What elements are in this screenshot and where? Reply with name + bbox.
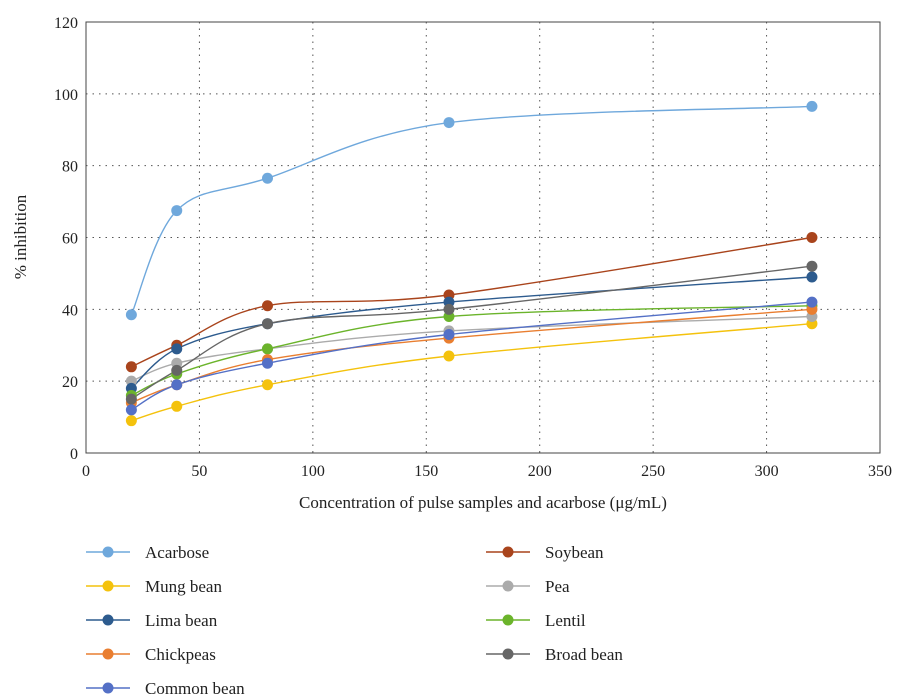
y-tick-label: 40 [62, 302, 78, 319]
legend-item-acarbose: Acarbose [86, 543, 209, 562]
data-point-common-bean [171, 379, 183, 391]
x-tick-label: 350 [868, 463, 892, 480]
data-point-common-bean [261, 357, 273, 369]
legend-item-pea: Pea [486, 577, 570, 596]
data-point-broad-bean [171, 364, 183, 376]
legend-label: Acarbose [145, 543, 209, 562]
legend-item-chickpeas: Chickpeas [86, 645, 216, 664]
data-point-acarbose [125, 309, 137, 321]
axis-ticks: 0 50 100 150 200 250 300 350 0 20 40 60 80 100 120 [54, 15, 892, 480]
legend: Acarbose Soybean Mung bean Pea Lima bean Lent… [86, 543, 623, 698]
data-point-mung-bean [125, 415, 137, 427]
x-axis-title: Concentration of pulse samples and acarb… [299, 493, 667, 512]
legend-label: Pea [545, 577, 570, 596]
series-lines [130, 105, 813, 422]
legend-label: Lima bean [145, 611, 218, 630]
data-point-soybean [125, 361, 137, 373]
series-line-acarbose [130, 105, 812, 315]
legend-swatch-marker [502, 580, 514, 592]
y-axis-title: % inhibition [11, 194, 30, 279]
legend-swatch-marker [102, 546, 114, 558]
series-line-pea [131, 315, 812, 382]
data-point-lima-bean [806, 271, 818, 283]
y-tick-label: 120 [54, 15, 78, 32]
legend-swatch-marker [102, 580, 114, 592]
x-tick-label: 0 [82, 463, 90, 480]
data-point-mung-bean [443, 350, 455, 362]
data-point-common-bean [125, 404, 137, 416]
data-point-mung-bean [171, 400, 183, 412]
legend-item-mung-bean: Mung bean [86, 577, 222, 596]
data-point-acarbose [443, 117, 455, 129]
legend-label: Soybean [545, 543, 604, 562]
data-point-lentil [261, 343, 273, 355]
data-point-acarbose [171, 205, 183, 217]
series-line-lentil [131, 305, 812, 397]
legend-item-soybean: Soybean [486, 543, 604, 562]
y-tick-label: 60 [62, 231, 78, 248]
y-tick-label: 20 [62, 374, 78, 391]
data-point-acarbose [261, 172, 273, 184]
x-tick-label: 200 [528, 463, 552, 480]
x-tick-label: 50 [191, 463, 207, 480]
legend-label: Chickpeas [145, 645, 216, 664]
y-tick-label: 100 [54, 87, 78, 104]
x-tick-label: 100 [301, 463, 325, 480]
data-point-soybean [261, 300, 273, 312]
data-point-common-bean [443, 328, 455, 340]
legend-item-lentil: Lentil [486, 611, 586, 630]
data-point-acarbose [806, 100, 818, 112]
y-tick-label: 80 [62, 159, 78, 176]
legend-label: Lentil [545, 611, 586, 630]
series-line-mung-bean [131, 323, 812, 422]
legend-swatch-marker [502, 546, 514, 558]
legend-swatch-marker [102, 682, 114, 694]
y-tick-label: 0 [70, 446, 78, 463]
legend-swatch-marker [502, 614, 514, 626]
x-tick-label: 250 [641, 463, 665, 480]
legend-item-lima-bean: Lima bean [86, 611, 218, 630]
legend-swatch-marker [102, 614, 114, 626]
data-point-broad-bean [806, 260, 818, 272]
legend-swatch-marker [502, 648, 514, 660]
legend-label: Broad bean [545, 645, 623, 664]
legend-item-common-bean: Common bean [86, 679, 245, 698]
x-tick-label: 300 [755, 463, 779, 480]
data-point-lima-bean [171, 343, 183, 355]
series-points [125, 100, 818, 427]
plot-area [85, 21, 881, 454]
data-point-mung-bean [261, 379, 273, 391]
data-point-broad-bean [125, 393, 137, 405]
data-point-soybean [806, 232, 818, 243]
legend-label: Common bean [145, 679, 245, 698]
legend-label: Mung bean [145, 577, 222, 596]
legend-item-broad-bean: Broad bean [486, 645, 623, 664]
data-point-broad-bean [261, 318, 273, 330]
data-point-common-bean [806, 296, 818, 308]
data-point-broad-bean [443, 303, 455, 315]
gridlines [86, 22, 880, 453]
x-tick-label: 150 [414, 463, 438, 480]
series-line-soybean [131, 236, 813, 368]
legend-swatch-marker [102, 648, 114, 660]
